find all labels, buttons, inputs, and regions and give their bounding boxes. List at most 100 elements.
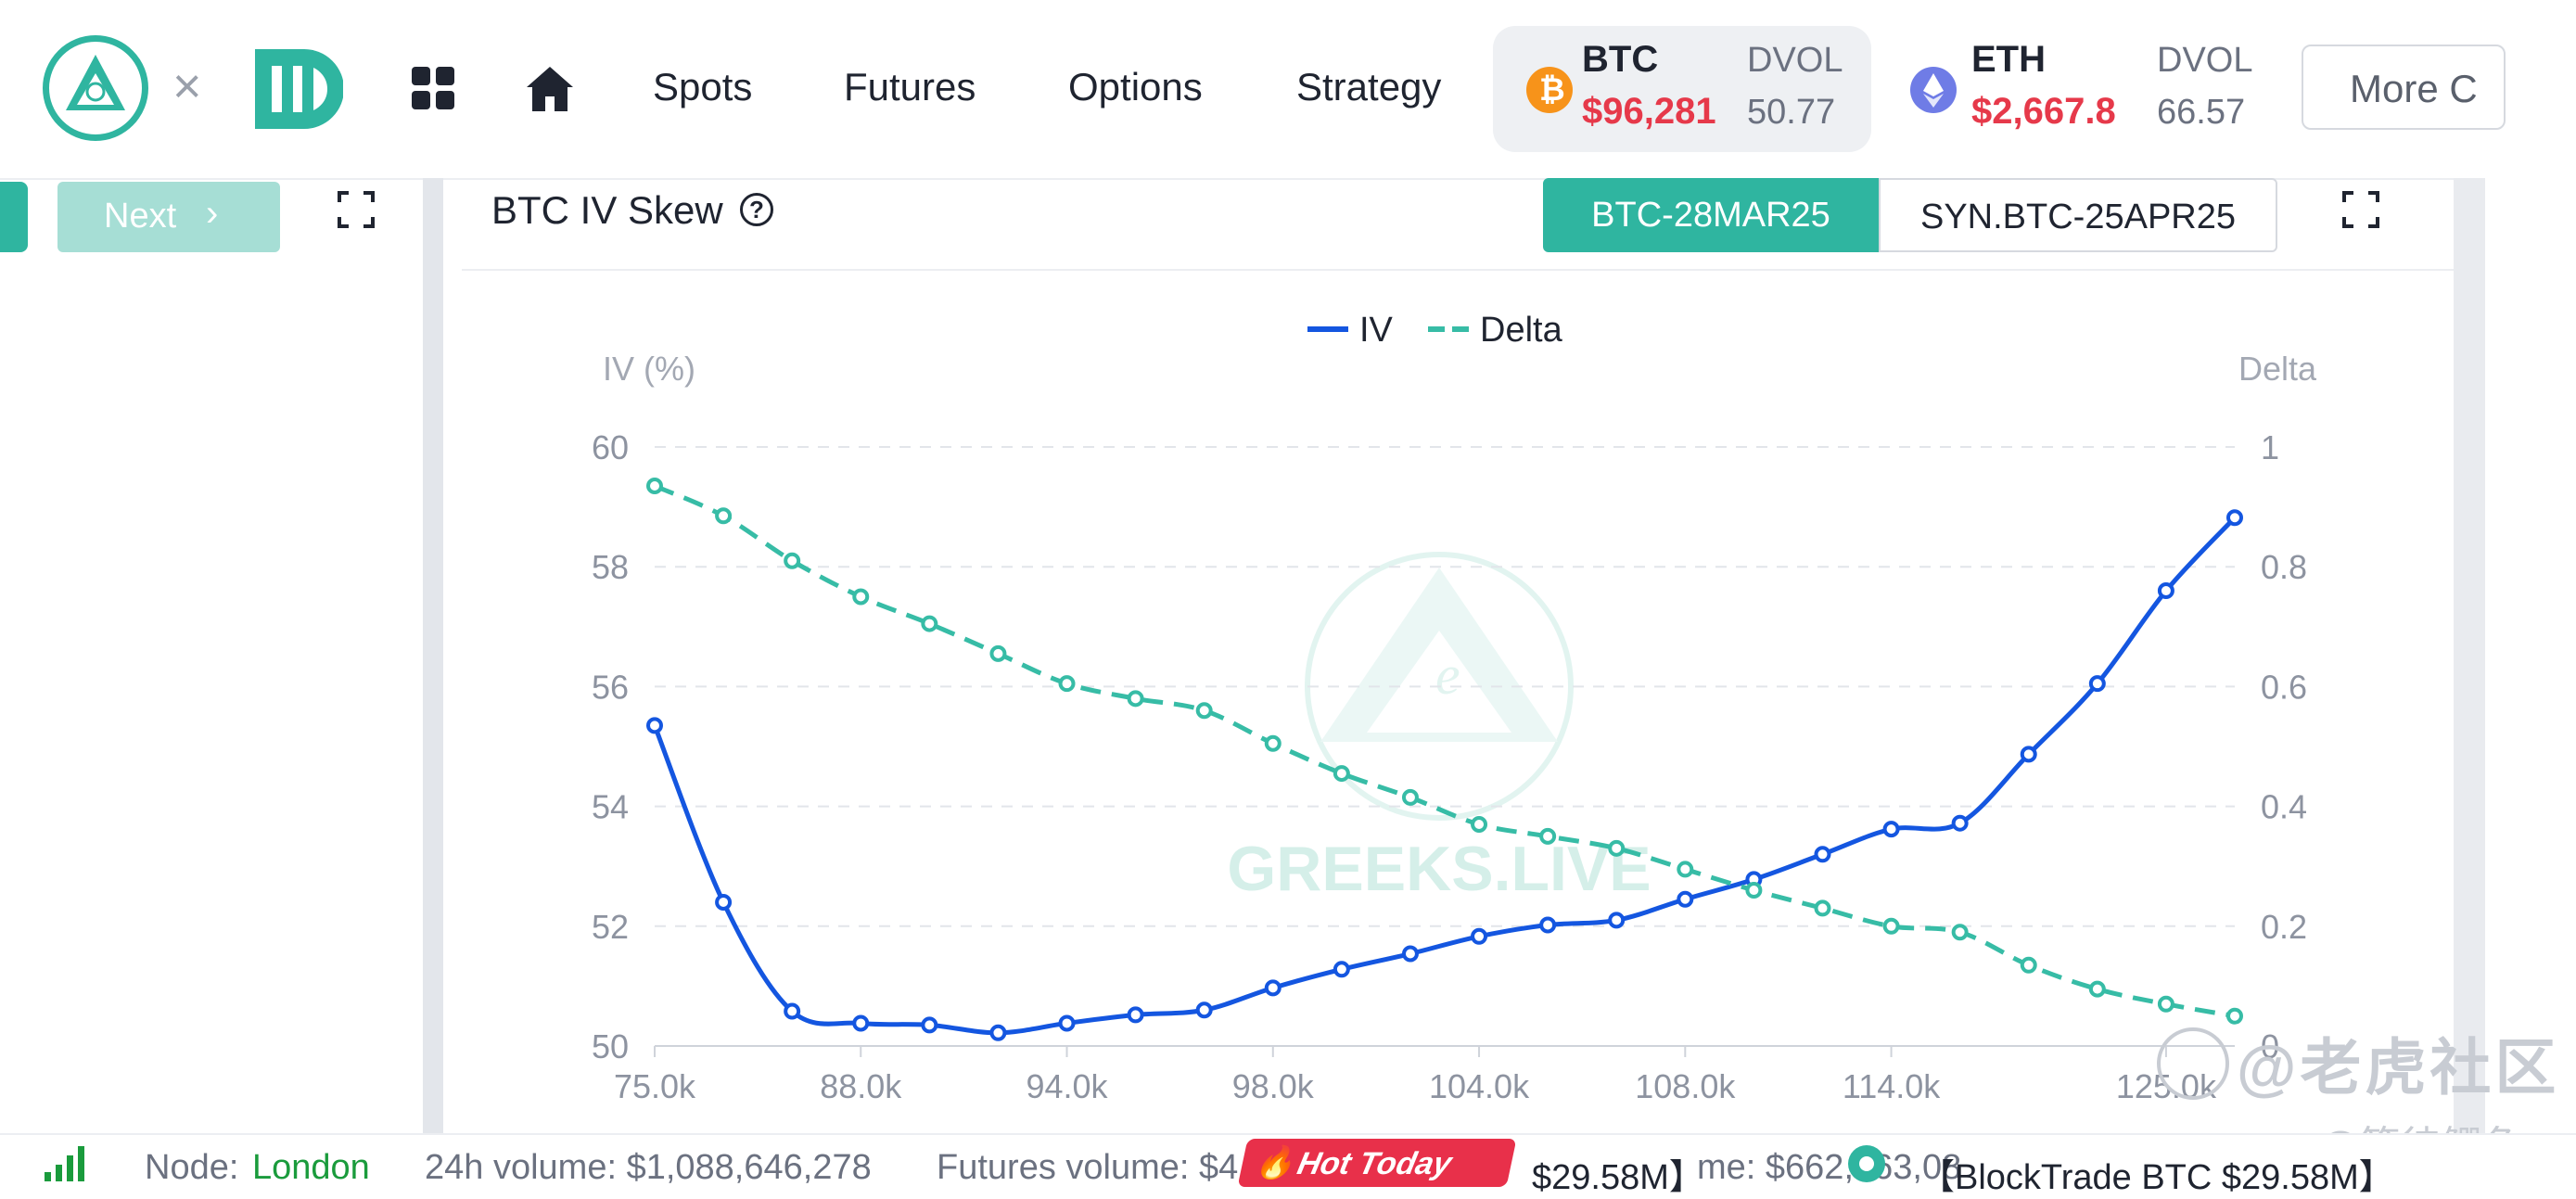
data-point-delta xyxy=(1195,702,1213,720)
svg-text:e: e xyxy=(1435,644,1460,706)
data-point-delta xyxy=(2157,995,2174,1013)
data-point-iv xyxy=(1058,1014,1076,1032)
partner-logo-icon xyxy=(254,48,344,130)
btc-symbol: BTC xyxy=(1582,39,1659,80)
data-point-delta xyxy=(2020,956,2037,974)
y-right-tick-label: 1 xyxy=(2261,428,2279,466)
data-point-delta xyxy=(1264,734,1282,752)
fullscreen-icon[interactable] xyxy=(338,191,375,228)
data-point-delta xyxy=(1058,675,1076,693)
btc-ticker[interactable]: ₿ BTC $96,281 DVOL 50.77 xyxy=(1493,26,1871,152)
right-gutter xyxy=(2454,178,2485,1133)
data-point-iv xyxy=(921,1016,938,1034)
tab-btc-28mar25[interactable]: BTC-28MAR25 xyxy=(1543,178,1879,252)
y-right-tick-label: 0.2 xyxy=(2261,908,2307,946)
data-point-iv xyxy=(1951,814,1969,832)
tab-syn-btc-25apr25[interactable]: SYN.BTC-25APR25 xyxy=(1879,178,2277,252)
ethereum-icon xyxy=(1910,67,1957,113)
data-point-delta xyxy=(1608,839,1626,857)
y-left-tick-label: 58 xyxy=(592,548,629,586)
data-point-iv xyxy=(1814,846,1831,863)
data-point-iv xyxy=(1677,890,1694,908)
data-point-iv xyxy=(1882,821,1900,838)
greeks-live-logo[interactable] xyxy=(43,35,148,141)
eth-dvol-label: DVOL xyxy=(2157,41,2253,80)
hot-ticker-value: $29.58M】 xyxy=(1532,1158,1704,1197)
help-icon[interactable]: ? xyxy=(740,193,773,226)
data-point-iv xyxy=(2088,675,2106,693)
node-label: Node: xyxy=(145,1148,239,1187)
home-icon[interactable] xyxy=(525,65,575,113)
y-right-tick-label: 0 xyxy=(2261,1027,2279,1065)
y-left-tick-label: 52 xyxy=(592,908,629,946)
top-nav-bar: × Spots Futures Options Strategy ₿ BTC $… xyxy=(0,0,2506,180)
card-header-divider xyxy=(462,269,2454,271)
data-point-iv xyxy=(1127,1006,1144,1024)
data-point-delta xyxy=(1471,815,1488,833)
data-point-delta xyxy=(715,507,733,525)
next-label: Next xyxy=(104,197,177,236)
data-point-iv xyxy=(1539,916,1557,934)
data-point-iv xyxy=(2226,509,2243,527)
data-point-iv xyxy=(2020,746,2037,763)
data-point-delta xyxy=(784,552,801,569)
prev-button[interactable] xyxy=(0,182,28,252)
data-point-iv xyxy=(646,717,663,734)
nav-futures[interactable]: Futures xyxy=(844,65,976,108)
y-right-axis-title: Delta xyxy=(2238,350,2317,388)
greeks-live-watermark: GREEKS.LIVE xyxy=(1227,834,1651,904)
data-point-iv xyxy=(1401,945,1419,963)
blocktrade-text: 【BlockTrade BTC $29.58M】 xyxy=(1919,1158,2394,1197)
chart-legend: IV Delta xyxy=(1307,311,1563,350)
legend-label-delta: Delta xyxy=(1480,311,1563,350)
node-value[interactable]: London xyxy=(252,1148,370,1187)
data-point-delta xyxy=(1539,827,1557,845)
btc-dvol-value: 50.77 xyxy=(1747,93,1836,132)
data-point-iv xyxy=(784,1002,801,1020)
series-line-delta xyxy=(654,483,2236,1019)
chart-fullscreen-icon[interactable] xyxy=(2342,191,2379,228)
btc-price: $96,281 xyxy=(1582,91,1716,132)
nav-spots[interactable]: Spots xyxy=(653,65,753,108)
y-left-tick-label: 54 xyxy=(592,788,629,826)
series-line-iv xyxy=(652,516,2237,1036)
data-point-iv xyxy=(2157,582,2174,600)
more-button[interactable]: More C xyxy=(2302,45,2506,130)
data-point-delta xyxy=(1951,924,1969,941)
data-point-delta xyxy=(1333,765,1350,783)
btc-dvol-label: DVOL xyxy=(1747,41,1843,80)
x-tick-label: 98.0k xyxy=(1232,1067,1315,1105)
x-tick-label: 94.0k xyxy=(1026,1067,1108,1105)
x-tick-label: 75.0k xyxy=(614,1067,696,1105)
apps-grid-icon[interactable] xyxy=(412,67,454,109)
data-point-iv xyxy=(989,1024,1007,1041)
data-point-iv xyxy=(715,893,733,911)
eth-price: $2,667.8 xyxy=(1971,91,2116,132)
x-tick-label: 108.0k xyxy=(1635,1067,1736,1105)
data-point-iv xyxy=(1608,912,1626,929)
nav-strategy[interactable]: Strategy xyxy=(1296,65,1442,108)
data-point-delta xyxy=(646,477,663,494)
data-point-delta xyxy=(2088,980,2106,998)
y-left-axis-title: IV (%) xyxy=(603,350,695,388)
x-tick-label: 88.0k xyxy=(820,1067,902,1105)
y-left-tick-label: 50 xyxy=(592,1027,629,1065)
eth-dvol-value: 66.57 xyxy=(2157,93,2246,132)
signal-icon xyxy=(45,1144,85,1181)
hot-today-badge[interactable]: 🔥 Hot Today xyxy=(1237,1139,1517,1187)
data-point-iv xyxy=(1333,961,1350,978)
data-point-delta xyxy=(852,588,870,606)
data-point-iv xyxy=(852,1014,870,1032)
data-point-iv xyxy=(1195,1001,1213,1019)
bitcoin-icon: ₿ xyxy=(1526,67,1573,113)
data-point-iv xyxy=(1471,927,1488,945)
nav-options[interactable]: Options xyxy=(1068,65,1203,108)
eth-symbol: ETH xyxy=(1971,39,2046,80)
data-point-delta xyxy=(1882,917,1900,935)
eth-ticker[interactable]: ETH $2,667.8 DVOL 66.57 xyxy=(1892,26,2281,152)
y-right-tick-label: 0.6 xyxy=(2261,668,2307,706)
next-button[interactable]: Next › xyxy=(57,182,280,252)
data-point-delta xyxy=(2226,1007,2243,1025)
futures-volume: Futures volume: $4 xyxy=(937,1148,1239,1187)
